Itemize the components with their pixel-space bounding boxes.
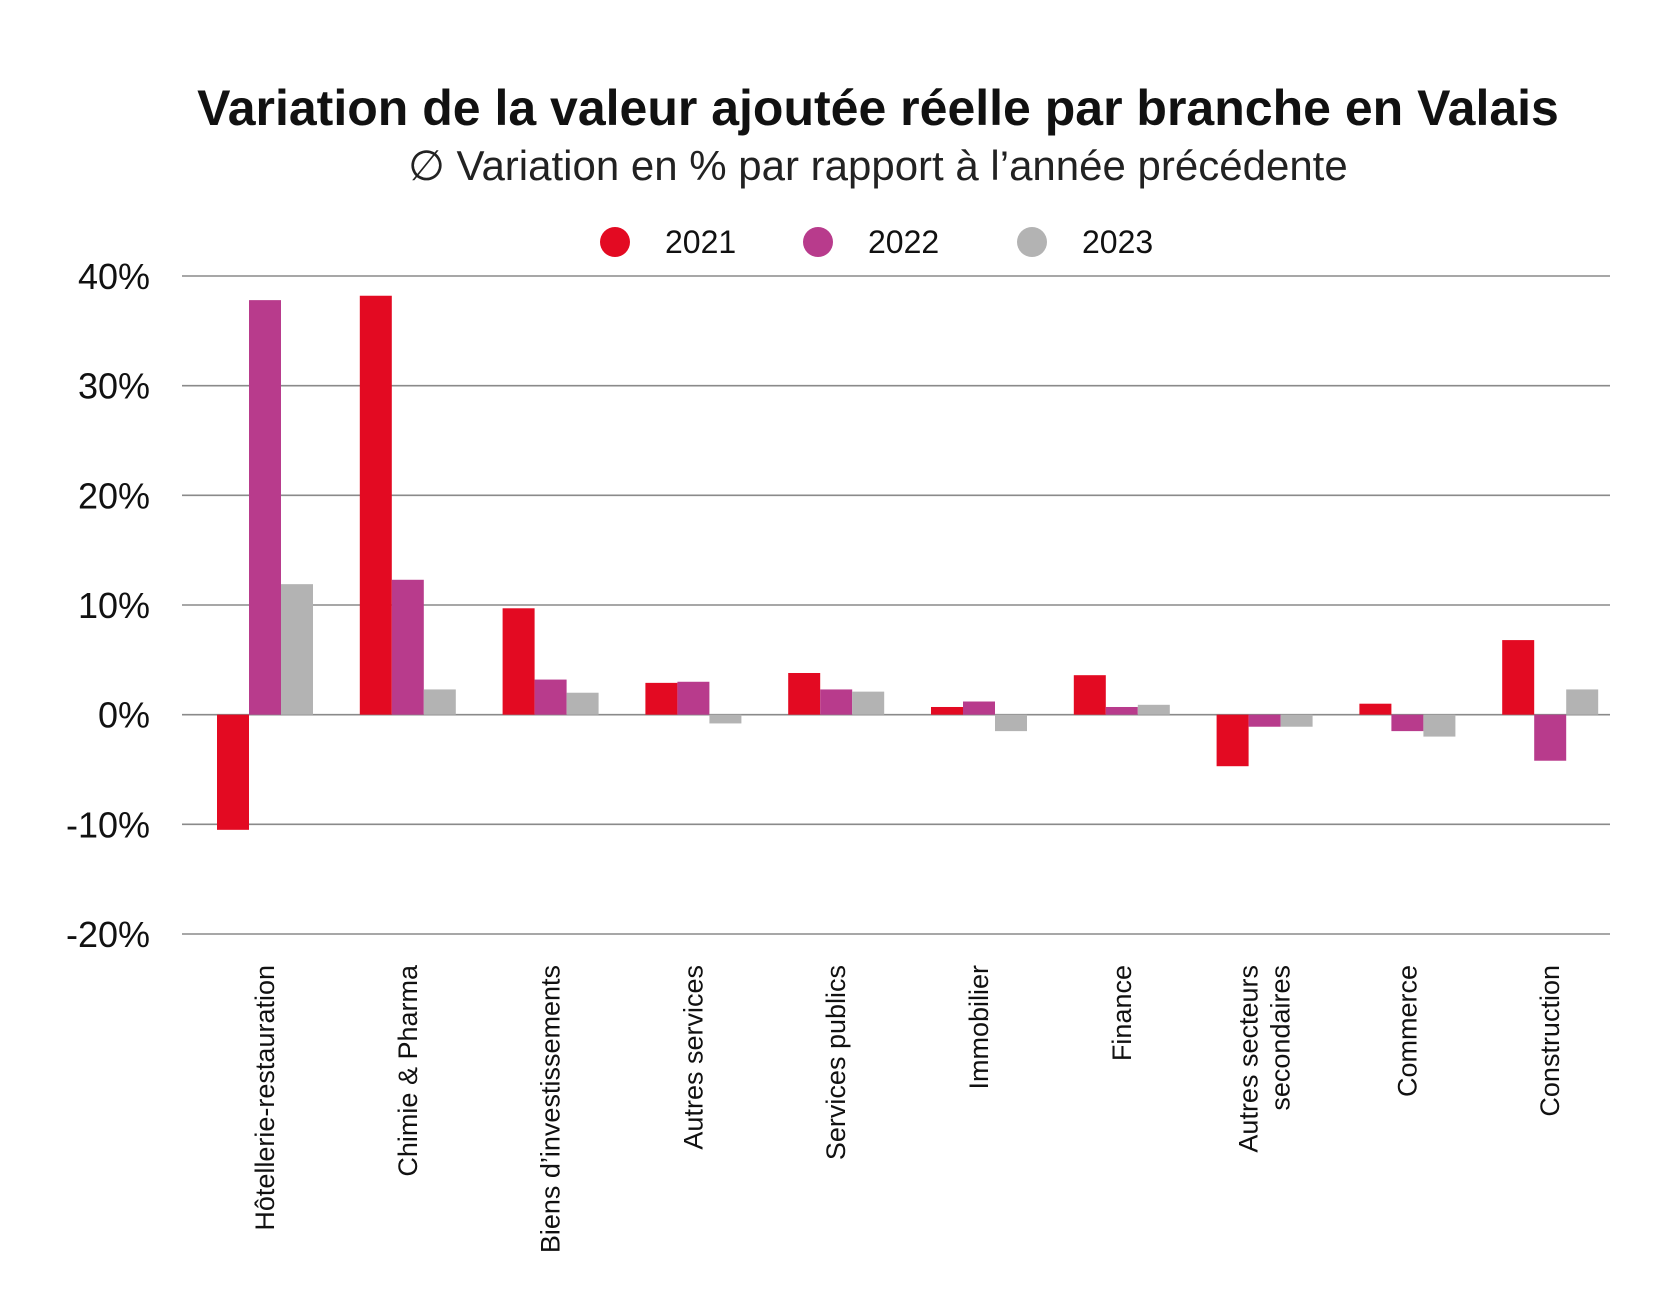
bar-2023 <box>423 689 456 715</box>
bar-2023 <box>852 691 885 715</box>
x-tick-label: Commerce <box>1392 965 1422 1097</box>
bars <box>217 295 1599 830</box>
bar-2022 <box>1391 714 1424 732</box>
legend-label-2023: 2023 <box>1082 224 1153 260</box>
bar-2021 <box>217 714 249 830</box>
bar-2021 <box>788 672 821 715</box>
x-tick-label: Autres secteurs <box>1234 965 1264 1153</box>
legend-marker-2023 <box>1017 227 1047 257</box>
chart-title: Variation de la valeur ajoutée réelle pa… <box>197 80 1559 136</box>
x-tick-label: Hôtellerie-restauration <box>250 965 280 1231</box>
bar-2021 <box>1216 714 1249 767</box>
bar-2023 <box>995 714 1027 732</box>
x-tick-label: Autres services <box>678 965 708 1150</box>
x-tick-label: Services publics <box>821 965 851 1160</box>
y-tick-label: -20% <box>66 914 150 955</box>
bar-2023 <box>566 692 599 715</box>
bar-2023 <box>1423 714 1456 737</box>
x-tick-label: Finance <box>1107 965 1137 1061</box>
bar-2022 <box>1248 714 1281 727</box>
legend-marker-2022 <box>803 227 833 257</box>
bar-2021 <box>931 706 963 715</box>
bar-2022 <box>820 689 853 715</box>
bar-2023 <box>709 714 742 724</box>
bar-2021 <box>1502 640 1535 715</box>
x-axis-ticks: Hôtellerie-restauration Chimie & Pharma Bi… <box>250 964 1565 1253</box>
x-tick-label: secondaires <box>1266 965 1296 1111</box>
bar-2022 <box>391 579 424 715</box>
bar-2023 <box>1280 714 1313 727</box>
y-tick-label: 0% <box>98 695 150 736</box>
y-axis-ticks: 40% 30% 20% 10% 0% -10% -20% <box>66 256 150 955</box>
x-tick-label: Immobilier <box>964 965 994 1090</box>
x-tick-label: Chimie & Pharma <box>393 964 423 1177</box>
bar-2022 <box>534 679 567 715</box>
x-tick-label: Construction <box>1535 965 1565 1117</box>
legend-label-2021: 2021 <box>665 224 736 260</box>
y-tick-label: -10% <box>66 804 150 845</box>
bar-2022 <box>1105 706 1138 715</box>
bar-2022 <box>677 681 710 715</box>
bar-2023 <box>1137 704 1170 715</box>
y-tick-label: 10% <box>78 585 150 626</box>
legend-label-2022: 2022 <box>868 224 939 260</box>
bar-2022 <box>1534 714 1567 761</box>
legend-marker-2021 <box>600 227 630 257</box>
y-tick-label: 20% <box>78 475 150 516</box>
bar-2021 <box>1073 675 1106 715</box>
bar-2023 <box>281 584 313 715</box>
bar-2021 <box>645 682 678 715</box>
bar-2021 <box>1359 703 1392 715</box>
x-tick-label: Biens d’investissements <box>536 965 566 1253</box>
bar-2022 <box>249 300 281 715</box>
y-tick-label: 40% <box>78 256 150 297</box>
y-tick-label: 30% <box>78 366 150 407</box>
bar-2023 <box>1566 689 1599 715</box>
chart-subtitle: ∅ Variation en % par rapport à l’année p… <box>408 142 1347 189</box>
bar-2021 <box>359 295 392 715</box>
legend: 2021 2022 2023 <box>600 224 1153 260</box>
bar-2022 <box>963 701 995 715</box>
bar-2021 <box>502 608 535 715</box>
